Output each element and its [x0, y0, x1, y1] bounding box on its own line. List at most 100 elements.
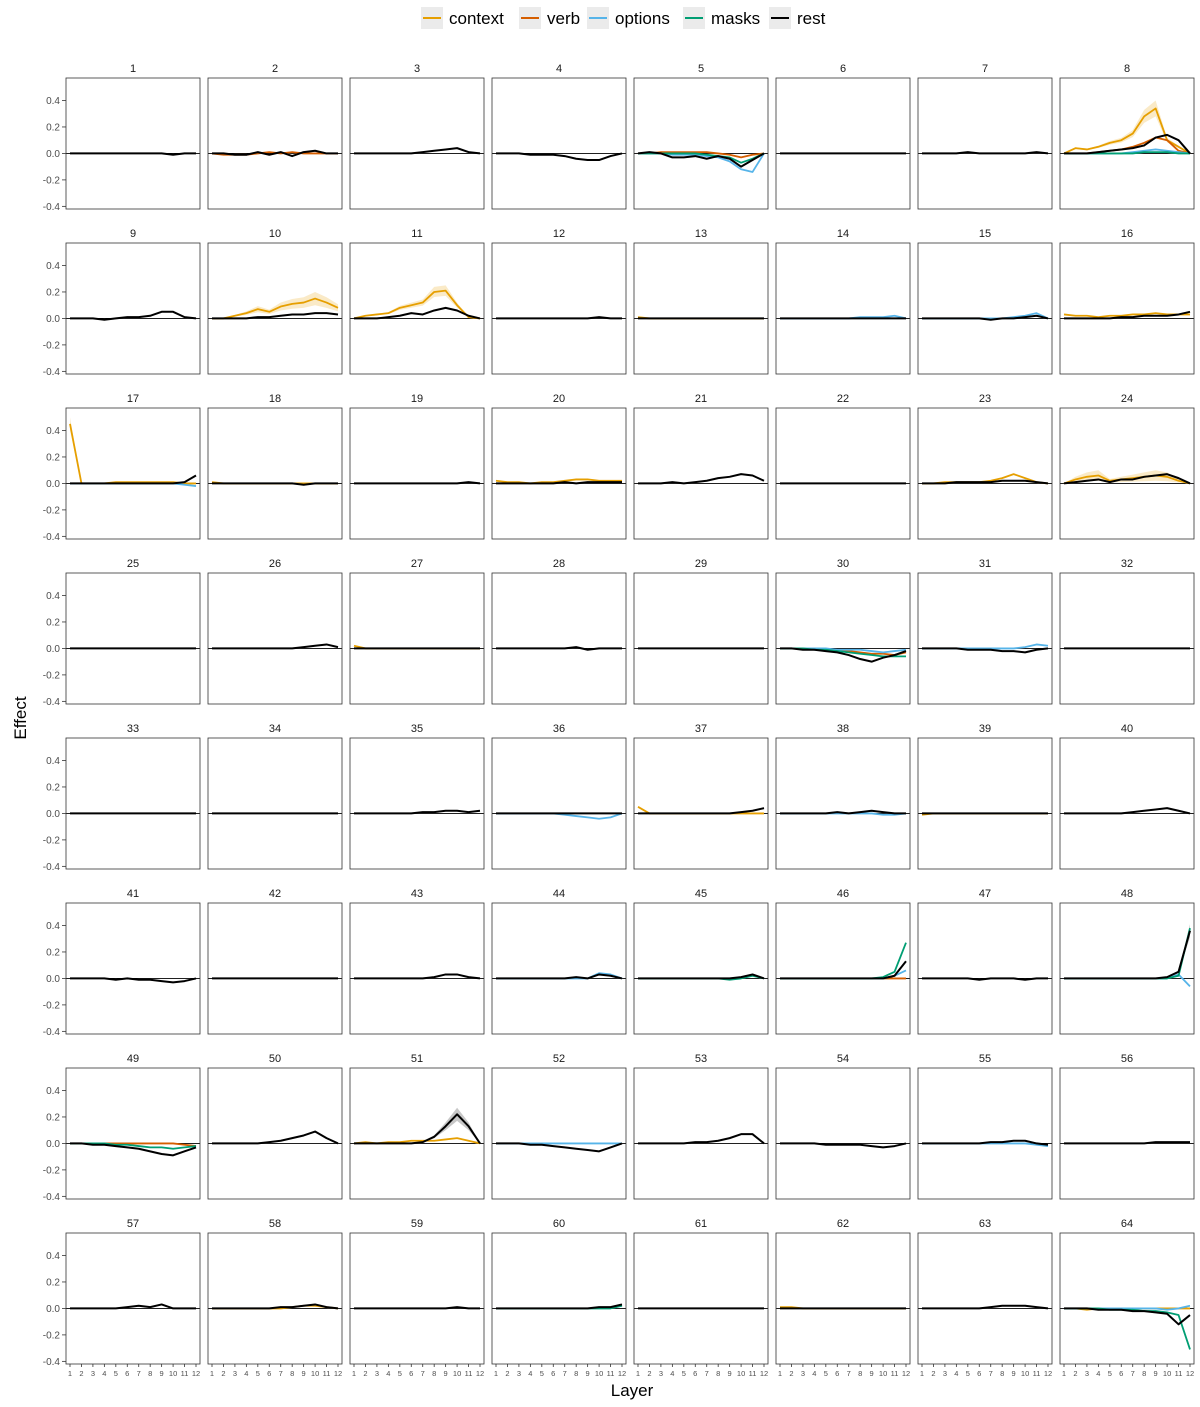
panel-border: [633, 572, 769, 705]
panel-43: 43: [349, 888, 485, 1035]
x-tick-label: 8: [858, 1369, 862, 1378]
panel-strip-label: 42: [269, 888, 281, 900]
panel-strip-label: 16: [1121, 228, 1133, 240]
panel-strip-label: 58: [269, 1218, 281, 1230]
y-axis-label: Effect: [11, 696, 30, 739]
panel-border: [65, 77, 201, 210]
panel-border: [207, 242, 343, 375]
series-line-rest: [212, 643, 339, 650]
panel-59: 591 2 3 4 5 6 7 8 9 10 11 12: [349, 1218, 485, 1378]
panel-strip-label: 48: [1121, 888, 1133, 900]
panel-strip-label: 43: [411, 888, 423, 900]
panel-strip-label: 7: [982, 63, 988, 75]
panel-border: [207, 737, 343, 870]
x-tick-label: 1: [68, 1369, 72, 1378]
x-tick-label: 11: [1033, 1369, 1041, 1378]
series-line-rest: [496, 973, 623, 980]
x-tick-label: 4: [244, 1369, 248, 1378]
panel-strip-label: 13: [695, 228, 707, 240]
panel-strip-label: 8: [1124, 63, 1130, 75]
panel-border: [207, 902, 343, 1035]
y-tick-label: 0.2: [46, 617, 60, 628]
x-tick-label: 7: [847, 1369, 851, 1378]
x-tick-label: 10: [1021, 1369, 1029, 1378]
panel-border: [633, 407, 769, 540]
x-tick-label: 12: [902, 1369, 910, 1378]
series-line-rest: [212, 149, 338, 158]
panel-border: [633, 77, 769, 210]
panel-8: 8: [1059, 63, 1195, 210]
panel-strip-label: 53: [695, 1053, 707, 1065]
panel-36: 36: [491, 723, 627, 870]
series-line-rest: [922, 314, 1049, 321]
series-line-rest: [1064, 1307, 1191, 1326]
panel-strip-label: 32: [1121, 558, 1133, 570]
series-line-rest: [354, 1306, 480, 1310]
panel-strip-label: 9: [130, 228, 136, 240]
panel-strip-label: 25: [127, 558, 139, 570]
panel-border: [633, 737, 769, 870]
x-tick-label: 1: [210, 1369, 214, 1378]
y-tick-label: -0.2: [43, 1000, 61, 1011]
y-tick-label: -0.2: [43, 505, 61, 516]
series-line-rest: [922, 1139, 1049, 1146]
y-tick-label: 0.4: [46, 96, 60, 107]
x-tick-label: 4: [1096, 1369, 1100, 1378]
panel-61: 611 2 3 4 5 6 7 8 9 10 11 12: [633, 1218, 769, 1378]
panel-border: [1059, 407, 1195, 540]
x-tick-label: 4: [386, 1369, 390, 1378]
y-tick-label: -0.2: [43, 175, 61, 186]
x-tick-label: 10: [169, 1369, 177, 1378]
panel-54: 54: [775, 1053, 911, 1200]
legend-label: context: [449, 9, 504, 28]
panel-27: 27: [349, 558, 485, 705]
series-line-rest: [70, 152, 196, 156]
panel-strip-label: 6: [840, 63, 846, 75]
y-tick-label: -0.4: [43, 202, 61, 213]
panel-border: [917, 242, 1053, 375]
x-tick-label: 2: [1073, 1369, 1077, 1378]
panel-border: [775, 407, 911, 540]
y-tick-label: 0.2: [46, 947, 60, 958]
series-line-rest: [638, 473, 765, 485]
x-tick-label: 12: [1044, 1369, 1052, 1378]
legend: context verb options masks rest: [421, 7, 826, 29]
panel-strip-label: 28: [553, 558, 565, 570]
x-tick-label: 2: [221, 1369, 225, 1378]
x-tick-label: 5: [256, 1369, 260, 1378]
panel-border: [491, 1067, 627, 1200]
y-tick-label: -0.2: [43, 1165, 61, 1176]
x-tick-label: 12: [476, 1369, 484, 1378]
x-tick-label: 12: [618, 1369, 626, 1378]
series-line-rest: [70, 977, 197, 984]
panel-strip-label: 63: [979, 1218, 991, 1230]
panel-strip-label: 18: [269, 393, 281, 405]
panel-46: 46: [775, 888, 911, 1035]
legend-label: masks: [711, 9, 760, 28]
panel-border: [775, 737, 911, 870]
series-line-context: [1063, 312, 1190, 319]
panel-border: [775, 1232, 911, 1365]
panel-22: 22: [775, 393, 911, 540]
x-tick-label: 4: [670, 1369, 674, 1378]
panel-border: [65, 902, 201, 1035]
x-tick-label: 6: [693, 1369, 697, 1378]
x-tick-label: 3: [943, 1369, 947, 1378]
x-tick-label: 3: [91, 1369, 95, 1378]
panel-border: [349, 572, 485, 705]
series-line-rest: [780, 960, 907, 980]
panel-strip-label: 22: [837, 393, 849, 405]
panel-13: 13: [633, 228, 769, 375]
series-line-rest: [638, 807, 765, 815]
x-tick-label: 8: [716, 1369, 720, 1378]
legend-item-verb: verb: [519, 7, 580, 29]
x-tick-label: 11: [1175, 1369, 1183, 1378]
legend-item-masks: masks: [683, 7, 760, 29]
panel-strip-label: 4: [556, 63, 562, 75]
panel-strip-label: 5: [698, 63, 704, 75]
panel-50: 50: [207, 1053, 343, 1200]
panel-border: [207, 1232, 343, 1365]
panel-strip-label: 35: [411, 723, 423, 735]
panel-38: 38: [775, 723, 911, 870]
x-tick-label: 5: [1108, 1369, 1112, 1378]
